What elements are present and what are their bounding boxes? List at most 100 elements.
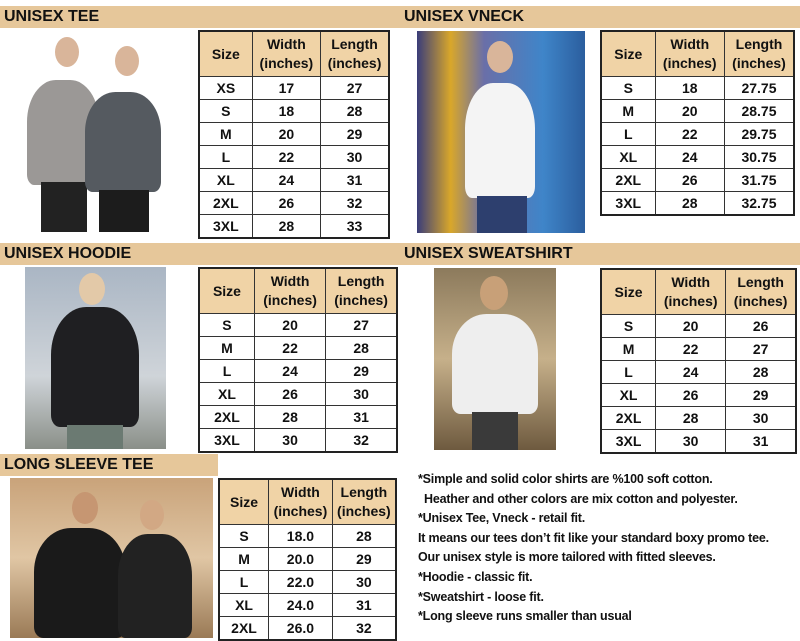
length-cell: 31 <box>325 405 398 429</box>
section-title-vneck: UNISEX VNECK <box>400 6 800 28</box>
size-cell: S <box>600 314 657 338</box>
width-cell: 26 <box>253 382 327 406</box>
width-cell: 17 <box>251 76 322 100</box>
table-row: XL 24 30.75 <box>600 145 795 169</box>
length-cell: 27 <box>320 76 390 100</box>
table-row: L 22 29.75 <box>600 122 795 146</box>
header-size: Size <box>198 30 253 77</box>
vneck-size-table: Size Width (inches) Length (inches) S 18 27.7… <box>600 30 795 216</box>
table-row: XL 24 31 <box>198 168 390 192</box>
size-cell: 3XL <box>198 214 253 239</box>
length-cell: 30 <box>320 145 390 169</box>
table-row: XS 17 27 <box>198 76 390 100</box>
width-cell: 20 <box>253 313 327 337</box>
table-row: 3XL 30 31 <box>600 429 797 454</box>
header-width: Width (inches) <box>253 267 327 314</box>
width-cell: 18 <box>251 99 322 123</box>
header-length: Length (inches) <box>331 478 397 525</box>
table-row: 2XL 26 31.75 <box>600 168 795 192</box>
tee-model-photo <box>15 32 165 232</box>
size-cell: 2XL <box>218 616 270 641</box>
width-cell: 22 <box>654 122 726 146</box>
size-cell: 2XL <box>198 191 253 215</box>
size-cell: M <box>218 547 270 571</box>
fit-notes: *Simple and solid color shirts are %100 … <box>418 470 769 627</box>
table-header-row: Size Width (inches) Length (inches) <box>600 30 795 77</box>
length-cell: 30.75 <box>724 145 795 169</box>
table-row: M 22 27 <box>600 337 797 361</box>
table-row: 2XL 26 32 <box>198 191 390 215</box>
header-size: Size <box>600 30 656 77</box>
table-row: L 22.0 30 <box>218 570 397 594</box>
header-length: Length (inches) <box>325 267 398 314</box>
header-width: Width (inches) <box>654 30 726 77</box>
width-cell: 26 <box>654 168 726 192</box>
header-size: Size <box>218 478 270 525</box>
table-row: L 24 29 <box>198 359 398 383</box>
table-row: M 20 28.75 <box>600 99 795 123</box>
table-row: 2XL 28 30 <box>600 406 797 430</box>
longsleeve-size-table: Size Width (inches) Length (inches) S 18.0 28… <box>218 478 397 641</box>
size-cell: 2XL <box>198 405 255 429</box>
table-row: XL 24.0 31 <box>218 593 397 617</box>
length-cell: 30 <box>725 406 797 430</box>
table-row: M 20 29 <box>198 122 390 146</box>
size-cell: S <box>198 313 255 337</box>
note-line: *Unisex Tee, Vneck - retail fit. <box>418 511 586 526</box>
section-title-hoodie: UNISEX HOODIE <box>0 243 400 265</box>
size-cell: XL <box>198 382 255 406</box>
note-line: *Simple and solid color shirts are %100 … <box>418 472 713 486</box>
note-line: Our unisex style is more tailored with f… <box>418 550 716 565</box>
width-cell: 28 <box>251 214 322 239</box>
size-cell: XS <box>198 76 253 100</box>
size-cell: XL <box>600 145 656 169</box>
size-cell: L <box>218 570 270 594</box>
size-cell: 3XL <box>600 429 657 454</box>
table-row: XL 26 29 <box>600 383 797 407</box>
size-cell: M <box>198 122 253 146</box>
length-cell: 31 <box>725 429 797 454</box>
table-row: 3XL 28 32.75 <box>600 191 795 216</box>
size-cell: L <box>600 122 656 146</box>
length-cell: 29.75 <box>724 122 795 146</box>
length-cell: 28 <box>331 524 397 548</box>
width-cell: 20 <box>251 122 322 146</box>
size-cell: L <box>600 360 657 384</box>
width-cell: 26.0 <box>268 616 333 641</box>
width-cell: 24 <box>253 359 327 383</box>
header-length: Length (inches) <box>725 268 797 315</box>
size-cell: M <box>600 99 656 123</box>
size-cell: S <box>600 76 656 100</box>
width-cell: 26 <box>655 383 727 407</box>
table-header-row: Size Width (inches) Length (inches) <box>600 268 797 315</box>
table-row: 2XL 26.0 32 <box>218 616 397 641</box>
width-cell: 22 <box>251 145 322 169</box>
length-cell: 27 <box>325 313 398 337</box>
length-cell: 32 <box>325 428 398 453</box>
size-cell: XL <box>600 383 657 407</box>
table-row: L 22 30 <box>198 145 390 169</box>
table-row: 2XL 28 31 <box>198 405 398 429</box>
longsleeve-model-photo <box>10 478 213 638</box>
length-cell: 26 <box>725 314 797 338</box>
width-cell: 22 <box>253 336 327 360</box>
size-cell: M <box>600 337 657 361</box>
hoodie-size-table: Size Width (inches) Length (inches) S 20 27 M 2… <box>198 267 398 453</box>
length-cell: 29 <box>331 547 397 571</box>
table-row: XL 26 30 <box>198 382 398 406</box>
length-cell: 28 <box>320 99 390 123</box>
length-cell: 32 <box>331 616 397 641</box>
table-row: S 18 27.75 <box>600 76 795 100</box>
size-cell: 2XL <box>600 168 656 192</box>
table-row: S 20 26 <box>600 314 797 338</box>
table-row: 3XL 28 33 <box>198 214 390 239</box>
length-cell: 27 <box>725 337 797 361</box>
table-row: S 18 28 <box>198 99 390 123</box>
length-cell: 28 <box>725 360 797 384</box>
width-cell: 28 <box>655 406 727 430</box>
length-cell: 28.75 <box>724 99 795 123</box>
length-cell: 29 <box>725 383 797 407</box>
size-cell: 3XL <box>198 428 255 453</box>
sweatshirt-model-photo <box>434 268 556 450</box>
size-cell: 2XL <box>600 406 657 430</box>
